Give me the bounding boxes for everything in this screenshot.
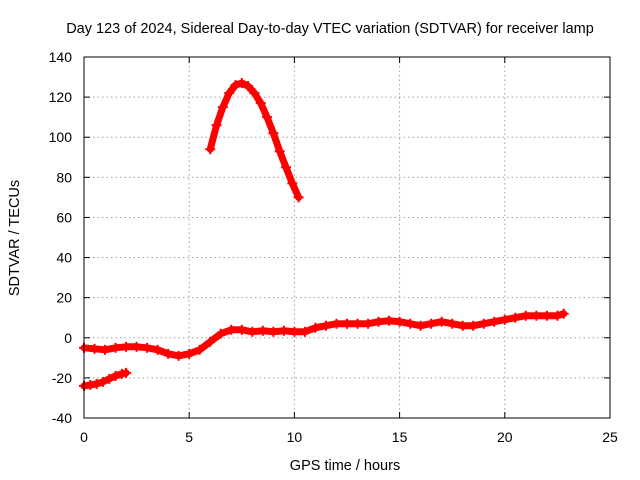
data-point — [436, 316, 447, 327]
data-series — [79, 78, 569, 391]
data-point — [405, 318, 416, 329]
data-point — [489, 316, 500, 327]
y-tick-label: 60 — [56, 209, 72, 225]
data-point — [320, 320, 331, 331]
x-tick-label: 20 — [497, 429, 513, 445]
data-point — [342, 318, 352, 329]
data-point — [243, 81, 254, 92]
data-point — [268, 326, 279, 337]
y-tick-label: -40 — [52, 410, 72, 426]
x-tick-label: 15 — [392, 429, 408, 445]
data-point — [363, 318, 374, 329]
data-point — [247, 326, 258, 337]
y-tick-label: 20 — [56, 290, 72, 306]
data-point — [217, 102, 228, 113]
data-point — [121, 367, 132, 378]
data-point — [415, 320, 426, 331]
data-point — [280, 162, 291, 173]
data-point — [121, 341, 132, 352]
data-point — [510, 312, 521, 323]
x-tick-label: 25 — [602, 429, 618, 445]
data-point — [194, 344, 205, 355]
data-point — [268, 128, 279, 139]
data-point — [224, 88, 235, 99]
data-point — [211, 120, 222, 131]
data-point — [89, 343, 100, 354]
y-tick-label: -20 — [52, 370, 72, 386]
data-point — [552, 310, 563, 321]
data-point — [531, 310, 542, 321]
data-point — [499, 314, 510, 325]
data-point — [85, 379, 96, 390]
data-point — [142, 342, 153, 353]
data-point — [541, 310, 552, 321]
data-point — [230, 80, 241, 91]
data-point — [205, 336, 216, 347]
data-point — [520, 310, 531, 321]
axis-ticks: 0 5 10 15 20 25 -40 -20 0 20 40 60 80 100 120 140 — [49, 49, 618, 445]
data-point — [299, 326, 310, 337]
chart-title: Day 123 of 2024, Sidereal Day-to-day VTE… — [66, 21, 594, 37]
series-segment-low-early — [79, 367, 132, 391]
data-point — [205, 144, 216, 155]
data-point — [457, 320, 468, 331]
x-tick-label: 5 — [185, 429, 193, 445]
data-point — [236, 324, 247, 335]
y-tick-label: 0 — [64, 330, 72, 346]
data-point — [152, 344, 163, 355]
x-tick-label: 0 — [80, 429, 88, 445]
grid-lines — [84, 57, 610, 418]
series-segment-peak — [205, 78, 304, 203]
data-point — [352, 318, 363, 329]
data-point — [293, 192, 304, 203]
y-tick-label: 140 — [49, 49, 73, 65]
y-axis-label: SDTVAR / TECUs — [7, 180, 23, 296]
y-tick-label: 80 — [56, 169, 72, 185]
data-point — [278, 325, 289, 336]
data-point — [226, 324, 237, 335]
x-tick-label: 10 — [287, 429, 303, 445]
data-point — [104, 373, 115, 384]
y-tick-label: 120 — [49, 89, 73, 105]
data-point — [91, 378, 102, 389]
data-point — [478, 318, 489, 329]
data-point — [173, 350, 184, 361]
data-point — [373, 316, 384, 327]
data-point — [257, 325, 268, 336]
data-point — [255, 98, 266, 109]
data-point — [289, 326, 300, 337]
data-point — [331, 318, 342, 329]
data-point — [287, 178, 298, 189]
x-axis-label: GPS time / hours — [290, 458, 400, 474]
plot-frame — [83, 56, 611, 419]
data-point — [274, 146, 285, 157]
data-point — [100, 344, 111, 355]
data-point — [236, 78, 247, 89]
y-tick-label: 40 — [56, 250, 72, 266]
data-point — [110, 370, 121, 381]
data-point — [249, 88, 260, 99]
data-point — [310, 322, 321, 333]
data-point — [262, 112, 273, 123]
data-point — [394, 316, 405, 327]
data-point — [447, 318, 458, 329]
data-point — [110, 342, 121, 353]
data-point — [163, 348, 174, 359]
data-point — [215, 328, 226, 339]
series-segment-main — [79, 308, 569, 361]
data-point — [468, 320, 479, 331]
data-point — [558, 308, 569, 319]
data-point — [97, 376, 108, 387]
data-point — [131, 341, 142, 352]
y-tick-label: 100 — [49, 129, 73, 145]
data-point — [184, 348, 195, 359]
data-point — [426, 318, 437, 329]
data-point — [384, 315, 395, 326]
